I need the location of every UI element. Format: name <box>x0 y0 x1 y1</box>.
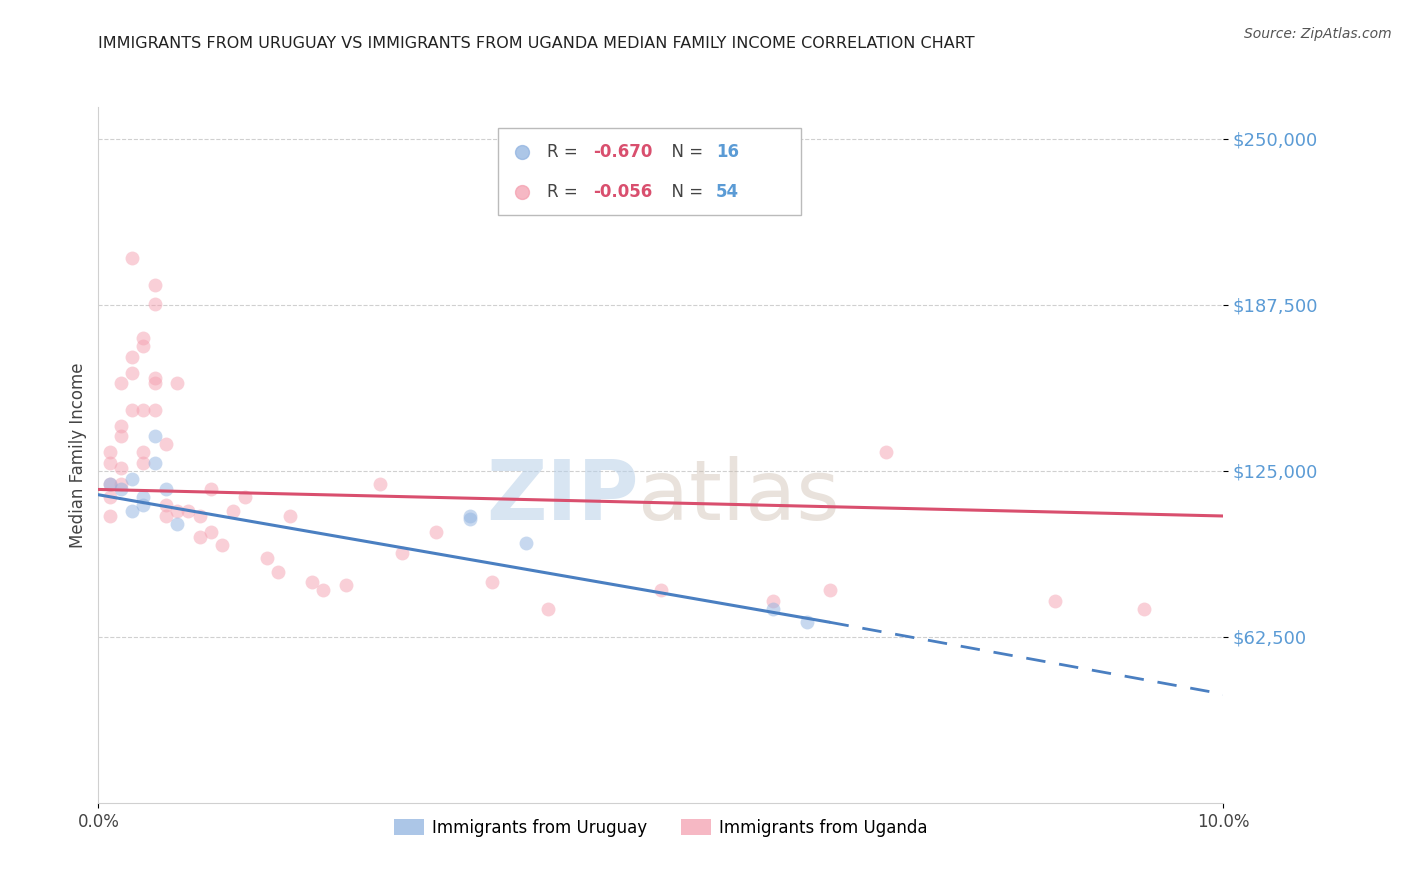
Point <box>110 376 132 391</box>
Text: R =: R = <box>547 144 583 161</box>
Point <box>110 461 132 475</box>
Point <box>121 402 143 417</box>
Legend: Immigrants from Uruguay, Immigrants from Uganda: Immigrants from Uruguay, Immigrants from… <box>387 812 935 843</box>
Point <box>537 602 560 616</box>
Point <box>121 350 143 364</box>
Point <box>110 429 132 443</box>
Point <box>155 437 177 451</box>
Text: 16: 16 <box>716 144 740 161</box>
Point <box>233 491 256 505</box>
Y-axis label: Median Family Income: Median Family Income <box>69 362 87 548</box>
Point <box>98 477 121 491</box>
Point <box>143 376 166 391</box>
Point <box>121 252 143 266</box>
Point <box>458 508 481 523</box>
Point <box>425 524 447 539</box>
Text: N =: N = <box>661 144 709 161</box>
Point <box>155 483 177 497</box>
Bar <box>498 128 801 215</box>
Point <box>762 602 785 616</box>
Point <box>166 516 188 531</box>
Point <box>391 546 413 560</box>
Point <box>335 578 357 592</box>
Point <box>132 445 155 459</box>
Point <box>481 575 503 590</box>
Point <box>155 508 177 523</box>
Point <box>188 530 211 544</box>
Point <box>143 296 166 310</box>
Point <box>132 339 155 353</box>
Text: Source: ZipAtlas.com: Source: ZipAtlas.com <box>1244 27 1392 41</box>
Text: -0.056: -0.056 <box>593 183 652 202</box>
Point <box>301 575 323 590</box>
Point <box>98 477 121 491</box>
Point <box>278 508 301 523</box>
Point <box>143 277 166 292</box>
Point <box>132 331 155 345</box>
Point <box>155 499 177 513</box>
Point <box>256 551 278 566</box>
Point <box>267 565 290 579</box>
Point <box>188 508 211 523</box>
Point <box>110 418 132 433</box>
Point <box>132 491 155 505</box>
Point <box>143 402 166 417</box>
Text: IMMIGRANTS FROM URUGUAY VS IMMIGRANTS FROM UGANDA MEDIAN FAMILY INCOME CORRELATI: IMMIGRANTS FROM URUGUAY VS IMMIGRANTS FR… <box>98 36 974 51</box>
Point <box>132 456 155 470</box>
Point <box>796 615 818 630</box>
Point <box>143 371 166 385</box>
Point <box>200 483 222 497</box>
Text: -0.670: -0.670 <box>593 144 652 161</box>
Point <box>98 508 121 523</box>
Text: N =: N = <box>661 183 709 202</box>
Point <box>143 429 166 443</box>
Point <box>1133 602 1156 616</box>
Point <box>166 504 188 518</box>
Point <box>132 402 155 417</box>
Point <box>166 376 188 391</box>
Point <box>143 456 166 470</box>
Point <box>98 456 121 470</box>
Point <box>110 483 132 497</box>
Point <box>368 477 391 491</box>
Point <box>121 472 143 486</box>
Text: R =: R = <box>547 183 583 202</box>
Point <box>110 477 132 491</box>
Point <box>211 538 233 552</box>
Point <box>762 594 785 608</box>
Text: ZIP: ZIP <box>486 456 638 537</box>
Point <box>1043 594 1066 608</box>
Point <box>818 583 841 598</box>
Point <box>177 504 200 518</box>
Point <box>98 445 121 459</box>
Text: 54: 54 <box>716 183 740 202</box>
Point <box>515 535 537 549</box>
Point <box>650 583 672 598</box>
Point <box>121 366 143 380</box>
Point <box>222 504 245 518</box>
Point <box>200 524 222 539</box>
Text: atlas: atlas <box>638 456 839 537</box>
Point <box>875 445 897 459</box>
Point <box>98 491 121 505</box>
Point <box>121 504 143 518</box>
Point <box>312 583 335 598</box>
Point <box>132 499 155 513</box>
Point <box>458 511 481 525</box>
